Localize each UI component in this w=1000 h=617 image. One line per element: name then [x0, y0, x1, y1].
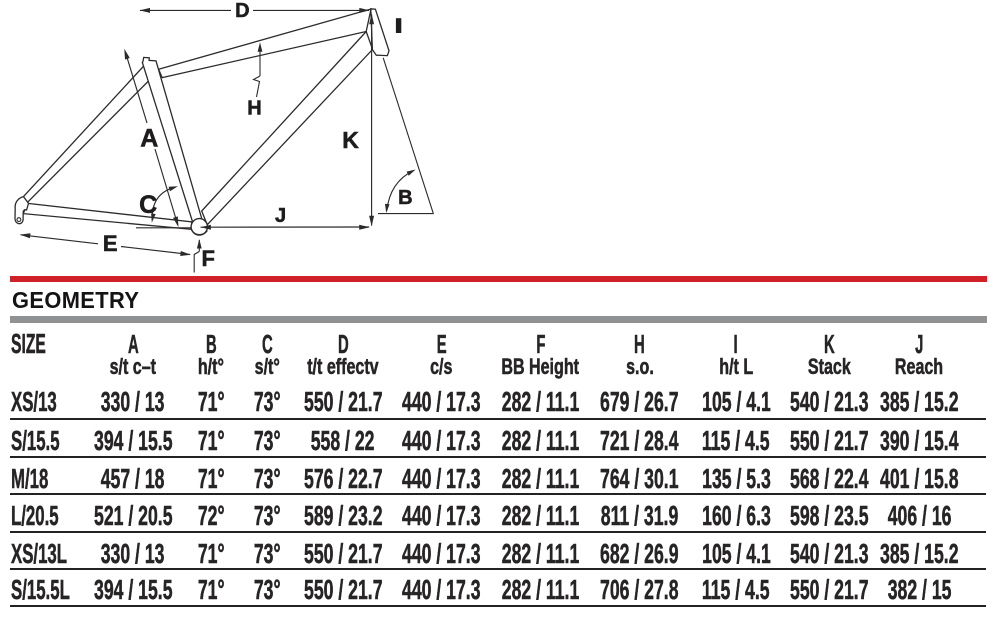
svg-text:H: H: [247, 98, 261, 120]
svg-text:C: C: [139, 191, 157, 219]
svg-text:E: E: [103, 231, 118, 256]
svg-text:A: A: [140, 125, 158, 153]
svg-text:J: J: [275, 205, 286, 227]
svg-text:K: K: [342, 127, 359, 153]
svg-text:D: D: [235, 0, 249, 22]
svg-text:B: B: [398, 187, 412, 209]
svg-text:F: F: [201, 246, 214, 271]
